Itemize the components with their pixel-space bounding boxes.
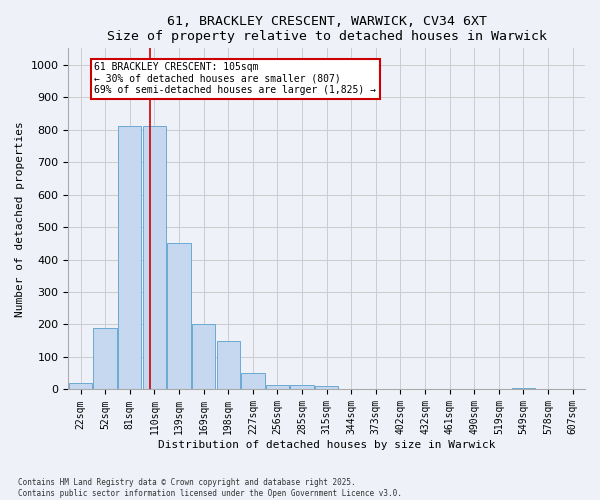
Bar <box>118 126 142 390</box>
Title: 61, BRACKLEY CRESCENT, WARWICK, CV34 6XT
Size of property relative to detached h: 61, BRACKLEY CRESCENT, WARWICK, CV34 6XT… <box>107 15 547 43</box>
Bar <box>192 324 215 390</box>
Bar <box>167 244 191 390</box>
Bar <box>69 383 92 390</box>
Bar <box>217 340 240 390</box>
Text: Contains HM Land Registry data © Crown copyright and database right 2025.
Contai: Contains HM Land Registry data © Crown c… <box>18 478 402 498</box>
Bar <box>94 328 117 390</box>
X-axis label: Distribution of detached houses by size in Warwick: Distribution of detached houses by size … <box>158 440 496 450</box>
Bar <box>143 126 166 390</box>
Bar <box>512 388 535 390</box>
Bar <box>241 373 265 390</box>
Text: 61 BRACKLEY CRESCENT: 105sqm
← 30% of detached houses are smaller (807)
69% of s: 61 BRACKLEY CRESCENT: 105sqm ← 30% of de… <box>94 62 376 95</box>
Bar <box>315 386 338 390</box>
Bar <box>290 384 314 390</box>
Y-axis label: Number of detached properties: Number of detached properties <box>15 121 25 317</box>
Bar <box>266 384 289 390</box>
